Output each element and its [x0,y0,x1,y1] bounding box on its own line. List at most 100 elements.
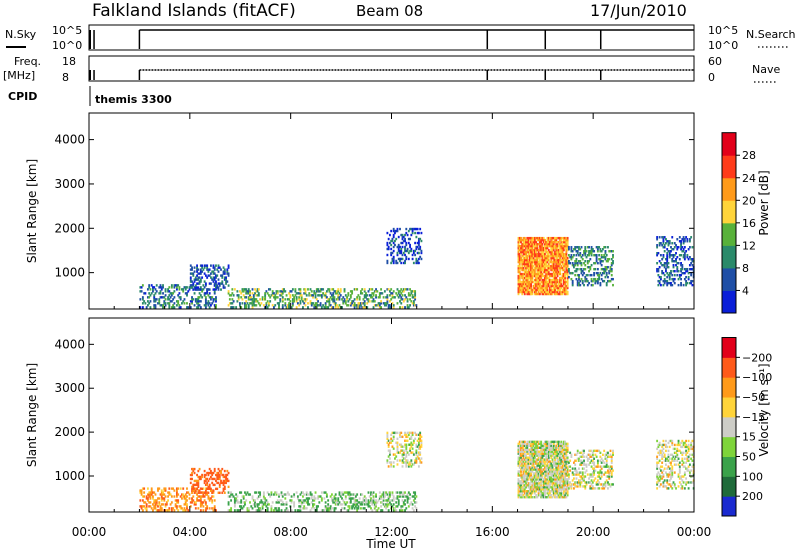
range-cell [542,446,545,449]
range-cell [550,440,553,444]
range-cell [405,463,408,466]
range-cell [396,463,399,466]
range-cell [555,488,558,491]
range-cell [565,284,568,288]
range-cell [525,444,527,448]
range-cell [535,495,538,499]
range-cell [575,269,578,273]
range-cell [412,453,415,456]
range-cell [588,252,590,255]
range-cell [549,260,551,264]
range-cell [348,298,351,301]
range-cell [612,277,614,281]
range-cell [307,501,309,504]
range-cell [353,288,356,291]
range-cell [204,509,207,512]
range-cell [391,296,394,299]
range-cell [530,495,533,499]
range-cell [401,465,404,468]
range-cell [172,487,175,490]
range-cell [148,505,151,508]
range-cell [530,460,533,463]
range-cell [560,494,563,497]
range-cell [202,505,205,508]
range-cell [556,468,559,471]
range-cell [522,288,525,292]
range-cell [610,263,613,267]
range-cell [363,294,366,297]
range-cell [565,264,568,268]
range-cell [661,258,664,261]
range-cell [659,261,662,265]
range-cell [588,453,590,456]
range-cell [189,477,192,481]
range-cell [535,468,538,471]
range-cell [521,272,524,276]
range-cell [406,300,409,303]
range-cell [560,440,563,444]
range-cell [380,292,383,295]
range-cell [270,507,273,510]
range-cell [596,246,599,249]
range-cell [280,509,283,512]
range-cell [223,286,226,289]
range-cell [394,231,396,235]
range-cell [193,270,196,273]
range-cell [208,268,211,271]
range-cell [260,501,263,504]
range-cell [267,288,270,291]
range-cell [554,276,556,280]
range-cell [201,264,204,267]
range-cell [556,244,559,248]
range-cell [207,274,210,277]
range-cell [359,302,362,305]
range-cell [523,480,526,483]
range-cell [531,246,534,250]
range-cell [527,464,530,467]
range-cell [584,275,587,279]
range-cell [530,292,533,296]
range-cell [417,243,420,247]
range-cell [531,470,534,473]
range-cell [530,250,533,254]
range-cell [527,272,530,276]
range-cell [533,260,536,264]
range-cell [580,267,583,271]
range-cell [216,286,219,289]
range-cell [554,462,556,465]
range-cell [255,290,258,293]
range-cell [309,288,312,291]
range-cell [170,501,173,504]
range-cell [546,274,549,278]
range-cell [199,288,202,291]
range-cell [178,296,181,299]
range-cell [329,495,332,498]
range-cell [286,304,289,307]
range-cell [599,260,602,263]
range-cell [399,491,401,494]
range-cell [547,495,550,499]
range-cell [532,448,535,451]
range-cell [538,268,541,272]
range-cell [576,457,579,460]
range-cell [392,304,395,307]
range-cell [538,470,541,473]
range-cell [557,474,560,477]
range-cell [576,246,579,249]
range-cell [202,487,205,490]
range-cell [656,252,659,255]
range-cell [339,503,342,506]
range-cell [207,270,210,273]
range-cell [182,300,185,303]
range-cell [410,441,413,444]
range-cell [549,254,551,258]
range-cell [399,459,401,462]
range-cell [561,448,564,451]
range-cell [324,294,327,297]
range-cell [561,474,564,477]
range-cell [377,302,380,305]
range-cell [141,284,144,287]
range-cell [173,286,176,289]
range-cell [386,300,389,303]
range-cell [550,242,553,246]
